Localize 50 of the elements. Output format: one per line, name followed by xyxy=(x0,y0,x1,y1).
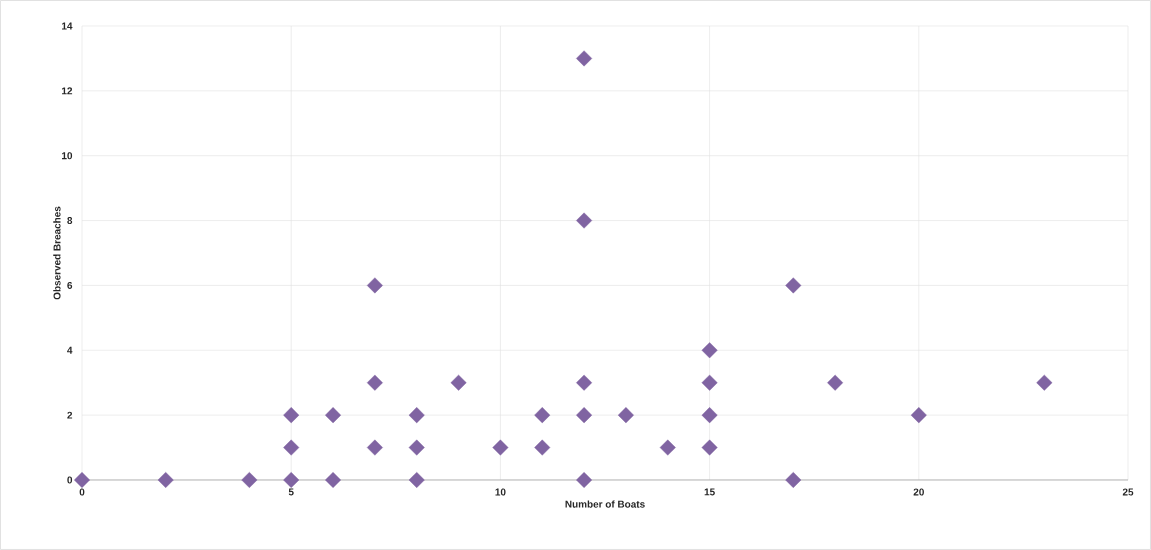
x-tick-label: 25 xyxy=(1122,488,1134,496)
x-tick-label: 20 xyxy=(913,488,924,496)
x-tick-label: 0 xyxy=(79,488,85,496)
point xyxy=(241,472,258,488)
x-axis-title: Number of Boats xyxy=(565,500,645,508)
x-tick-label: 5 xyxy=(288,488,294,496)
point xyxy=(492,439,509,456)
point xyxy=(534,439,551,456)
point xyxy=(408,407,425,424)
point xyxy=(701,374,718,391)
y-tick-label: 12 xyxy=(62,87,73,95)
point xyxy=(659,439,676,456)
x-tick-label: 15 xyxy=(704,488,715,496)
y-tick-label: 14 xyxy=(62,22,73,30)
y-tick-label: 0 xyxy=(67,476,73,484)
point xyxy=(325,407,342,424)
point xyxy=(534,407,551,424)
point xyxy=(283,472,300,488)
point xyxy=(74,472,90,488)
y-tick-label: 8 xyxy=(67,217,73,225)
point xyxy=(283,407,300,424)
point xyxy=(366,277,383,294)
y-tick-label: 10 xyxy=(62,152,73,160)
point xyxy=(576,212,593,229)
point xyxy=(325,472,342,488)
point xyxy=(701,407,718,424)
point xyxy=(408,439,425,456)
point xyxy=(785,472,802,488)
point xyxy=(408,472,425,488)
y-tick-label: 6 xyxy=(67,281,73,289)
y-axis-title: Observed Breaches xyxy=(53,206,61,300)
point xyxy=(283,439,300,456)
point xyxy=(366,439,383,456)
y-tick-label: 2 xyxy=(67,411,73,419)
point xyxy=(617,407,634,424)
point xyxy=(450,374,467,391)
point xyxy=(576,472,593,488)
point xyxy=(576,50,593,67)
y-tick-label: 4 xyxy=(67,346,73,354)
point xyxy=(1036,374,1053,391)
point xyxy=(701,439,718,456)
point xyxy=(576,374,593,391)
point xyxy=(910,407,927,424)
point xyxy=(827,374,844,391)
point xyxy=(157,472,174,488)
x-tick-label: 10 xyxy=(495,488,506,496)
point xyxy=(366,374,383,391)
point xyxy=(701,342,718,359)
point xyxy=(785,277,802,294)
point xyxy=(576,407,593,424)
